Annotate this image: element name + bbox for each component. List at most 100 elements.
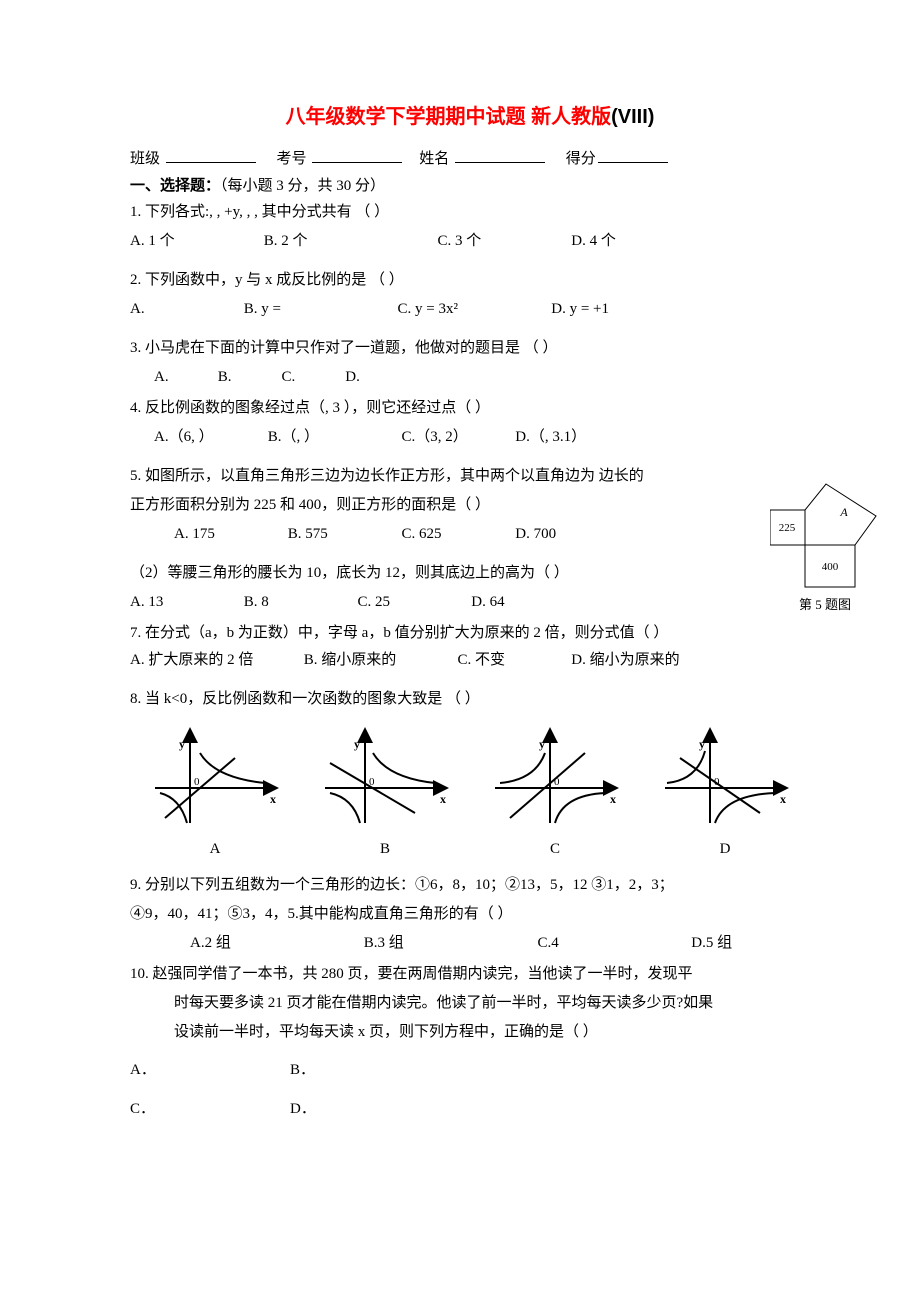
- q6-opt-c: C. 25: [358, 589, 468, 616]
- q7-opt-c: C. 不变: [458, 647, 568, 674]
- q8-graph-b: y x 0: [315, 723, 455, 833]
- q5-opt-d: D. 700: [515, 521, 556, 548]
- section-1-note: （每小题 3 分，共 30 分）: [220, 178, 385, 194]
- q9-opt-a: A.2 组: [190, 930, 360, 957]
- q3-options: A. B. C. D.: [130, 364, 810, 391]
- label-name: 姓名: [419, 151, 449, 167]
- q10-opt-c: C．: [130, 1097, 290, 1118]
- svg-text:y: y: [699, 737, 705, 751]
- q5-line2: 正方形面积分别为 225 和 400，则正方形的面积是（ ）: [130, 492, 810, 519]
- q9-opt-d: D.5 组: [691, 930, 732, 957]
- q10-opt-d: D．: [290, 1097, 450, 1118]
- section-1-label: 一、选择题：: [130, 178, 220, 194]
- q5-options: A. 175 B. 575 C. 625 D. 700: [130, 521, 810, 548]
- q3-opt-a: A.: [154, 364, 214, 391]
- q5-svg: 225 400 A: [770, 480, 880, 590]
- title-red: 八年级数学下学期期中试题 新人教版: [286, 106, 612, 128]
- q1-options: A. 1 个 B. 2 个 C. 3 个 D. 4 个: [130, 228, 810, 255]
- q10-opt-b: B．: [290, 1058, 450, 1079]
- svg-text:y: y: [179, 737, 185, 751]
- svg-text:y: y: [354, 737, 360, 751]
- q8-text: 8. 当 k<0，反比例函数和一次函数的图象大致是 （ ）: [130, 686, 810, 713]
- q1-opt-d: D. 4 个: [571, 228, 616, 255]
- q6-text: （2）等腰三角形的腰长为 10，底长为 12，则其底边上的高为（ ）: [130, 560, 810, 587]
- q6-opt-d: D. 64: [471, 589, 504, 616]
- q8-graphs: y x 0 y x 0: [130, 723, 810, 833]
- q10-line3: 设读前一半时，平均每天读 x 页，则下列方程中，正确的是（ ）: [130, 1019, 810, 1046]
- blank-examno: [312, 148, 402, 163]
- q6-opt-a: A. 13: [130, 589, 240, 616]
- q6-opt-b: B. 8: [244, 589, 354, 616]
- q4-opt-d: D.（, 3.1）: [515, 424, 586, 451]
- title-suffix: (VIII): [611, 106, 654, 128]
- q5-opt-a: A. 175: [174, 521, 284, 548]
- q5-box-a: A: [839, 505, 848, 519]
- q10-line2: 时每天要多读 21 页才能在借期内读完。他读了前一半时，平均每天读多少页?如果: [130, 990, 810, 1017]
- q4-opt-a: A.（6, ）: [154, 424, 264, 451]
- q8-graph-d: y x 0: [655, 723, 795, 833]
- label-score: 得分: [566, 151, 596, 167]
- svg-text:0: 0: [194, 776, 200, 788]
- section-1-heading: 一、选择题：（每小题 3 分，共 30 分）: [130, 174, 810, 195]
- q2-text: 2. 下列函数中，y 与 x 成反比例的是 （ ）: [130, 267, 810, 294]
- q8-graph-labels: A B C D: [130, 841, 810, 858]
- q3-opt-c: C.: [282, 364, 342, 391]
- header-fields: 班级 考号 姓名 得分: [130, 147, 810, 168]
- q2-opt-d: D. y = +1: [551, 296, 609, 323]
- svg-text:x: x: [440, 792, 446, 806]
- q8-graph-c: y x 0: [485, 723, 625, 833]
- q5-box-400: 400: [822, 561, 839, 573]
- q4-options: A.（6, ） B.（, ） C.（3, 2） D.（, 3.1）: [130, 424, 810, 451]
- exam-page: 八年级数学下学期期中试题 新人教版(VIII) 班级 考号 姓名 得分 一、选择…: [0, 0, 920, 1302]
- q1-opt-a: A. 1 个: [130, 228, 260, 255]
- blank-name: [455, 148, 545, 163]
- svg-text:x: x: [610, 792, 616, 806]
- q1-text: 1. 下列各式:, , +y, , , 其中分式共有 （ ）: [130, 199, 810, 226]
- q7-text: 7. 在分式（a，b 为正数）中，字母 a，b 值分别扩大为原来的 2 倍，则分…: [130, 620, 810, 647]
- q10-options: A． B． C． D．: [130, 1058, 810, 1118]
- page-title: 八年级数学下学期期中试题 新人教版(VIII): [130, 100, 810, 129]
- q3-opt-b: B.: [218, 364, 278, 391]
- q3-opt-d: D.: [345, 364, 360, 391]
- q10-line1: 10. 赵强同学借了一本书，共 280 页，要在两周借期内读完，当他读了一半时，…: [130, 961, 810, 988]
- q6-options: A. 13 B. 8 C. 25 D. 64: [130, 589, 810, 616]
- q1-opt-b: B. 2 个: [264, 228, 434, 255]
- q7-opt-b: B. 缩小原来的: [304, 647, 454, 674]
- svg-text:y: y: [539, 737, 545, 751]
- q5-figure: 225 400 A 第 5 题图: [770, 480, 880, 613]
- q1-opt-c: C. 3 个: [438, 228, 568, 255]
- q5-box-225: 225: [779, 522, 796, 534]
- q9-opt-b: B.3 组: [364, 930, 534, 957]
- q10-opt-a: A．: [130, 1058, 290, 1079]
- q2-opt-a: A.: [130, 296, 240, 323]
- q8-graph-a: y x 0: [145, 723, 285, 833]
- q4-opt-c: C.（3, 2）: [402, 424, 512, 451]
- q9-opt-c: C.4: [538, 930, 688, 957]
- label-examno: 考号: [277, 151, 307, 167]
- q8-label-b: B: [315, 841, 455, 858]
- q5-line1: 5. 如图所示，以直角三角形三边为边长作正方形，其中两个以直角边为 边长的: [130, 463, 810, 490]
- q7-opt-d: D. 缩小为原来的: [571, 647, 679, 674]
- svg-text:x: x: [270, 792, 276, 806]
- q8-label-c: C: [485, 841, 625, 858]
- q7-opt-a: A. 扩大原来的 2 倍: [130, 647, 300, 674]
- q7-options: A. 扩大原来的 2 倍 B. 缩小原来的 C. 不变 D. 缩小为原来的: [130, 647, 810, 674]
- q9-line1: 9. 分别以下列五组数为一个三角形的边长：①6，8，10；②13，5，12 ③1…: [130, 872, 810, 899]
- q5-caption: 第 5 题图: [770, 594, 880, 613]
- q8-label-a: A: [145, 841, 285, 858]
- q9-options: A.2 组 B.3 组 C.4 D.5 组: [130, 930, 810, 957]
- blank-class: [166, 148, 256, 163]
- label-class: 班级: [130, 151, 160, 167]
- q2-opt-c: C. y = 3x²: [398, 296, 548, 323]
- q2-options: A. B. y = C. y = 3x² D. y = +1: [130, 296, 810, 323]
- blank-score: [598, 148, 668, 163]
- q8-label-d: D: [655, 841, 795, 858]
- q4-text: 4. 反比例函数的图象经过点（, 3 ），则它还经过点（ ）: [130, 395, 810, 422]
- q2-opt-b: B. y =: [244, 296, 394, 323]
- q4-opt-b: B.（, ）: [268, 424, 398, 451]
- q9-line2: ④9，40，41；⑤3，4，5.其中能构成直角三角形的有（ ）: [130, 901, 810, 928]
- svg-text:x: x: [780, 792, 786, 806]
- q3-text: 3. 小马虎在下面的计算中只作对了一道题，他做对的题目是 （ ）: [130, 335, 810, 362]
- q5-opt-b: B. 575: [288, 521, 398, 548]
- q5-opt-c: C. 625: [402, 521, 512, 548]
